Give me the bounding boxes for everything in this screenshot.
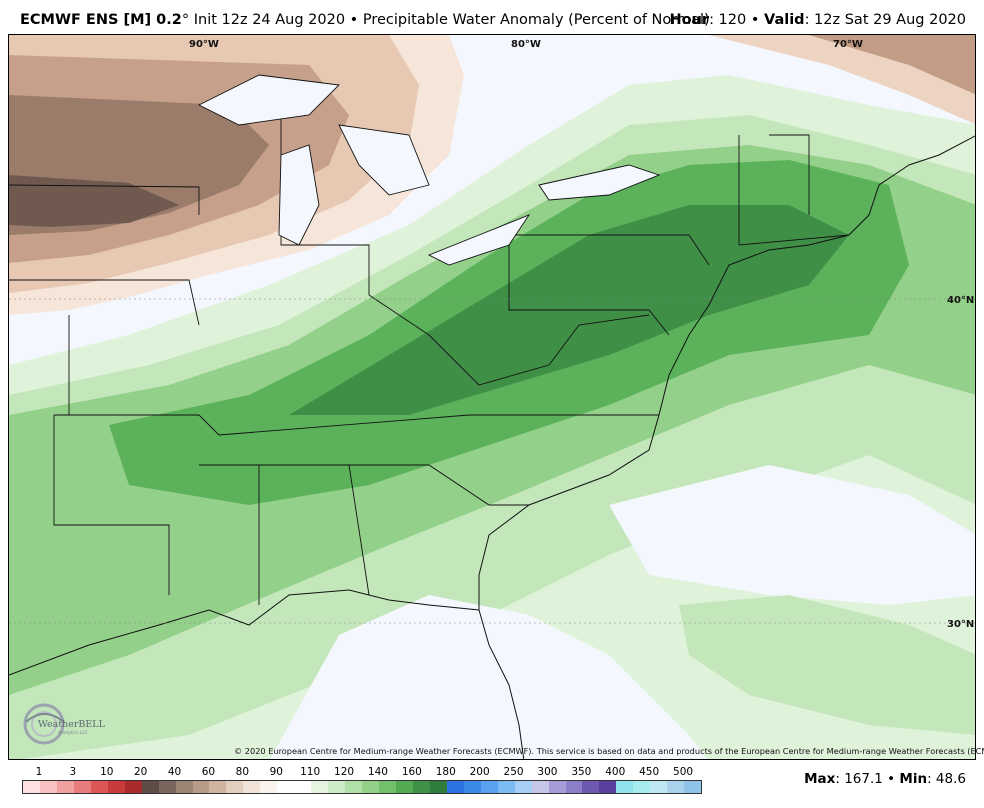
legend-swatch: [328, 781, 346, 793]
valid-value: : 12z Sat 29 Aug 2020: [804, 12, 966, 28]
neutral-offshore: [609, 465, 975, 605]
legend-colorbar: [22, 780, 702, 794]
legend-swatch: [124, 781, 142, 793]
legend-swatch: [650, 781, 668, 793]
legend-swatch: [23, 781, 40, 793]
legend-tick-label: 60: [201, 766, 216, 778]
legend-swatch: [497, 781, 515, 793]
legend-tick-label: 350: [571, 766, 592, 778]
longitude-label-70w: 70°W: [833, 39, 863, 50]
hour-label: Hour: [669, 12, 710, 28]
longitude-label-90w: 90°W: [189, 39, 219, 50]
weatherbell-logo: WeatherBELL Analytics LLC: [22, 700, 110, 746]
legend-tick-label: 40: [167, 766, 182, 778]
legend-tick-label: 200: [469, 766, 490, 778]
legend-tick-label: 180: [435, 766, 456, 778]
anomaly-map: [9, 35, 975, 759]
legend-swatch: [548, 781, 566, 793]
legend-swatch: [531, 781, 549, 793]
legend-swatch: [260, 781, 278, 793]
legend-swatch: [480, 781, 498, 793]
legend-tick-label: 300: [537, 766, 558, 778]
min-label: Min: [899, 771, 928, 787]
great-lakes: [197, 74, 661, 266]
map-panel: 90°W 80°W 70°W 40°N 30°N: [8, 34, 976, 760]
legend-swatch: [107, 781, 125, 793]
graticule: [9, 298, 975, 624]
legend-swatch: [277, 781, 295, 793]
hour-value: : 120 •: [709, 12, 765, 28]
legend-swatch: [379, 781, 396, 793]
legend-tick-label: 120: [334, 766, 355, 778]
legend-swatch: [192, 781, 210, 793]
color-legend: 1 3 10 20 40 60 80 90 110 120 140 160 180 200 250 300 35…: [22, 766, 702, 796]
legend-swatch: [616, 781, 634, 793]
legend-tick-label: 450: [639, 766, 660, 778]
legend-tick-label: 500: [673, 766, 694, 778]
max-label: Max: [804, 771, 836, 787]
max-min-readout: Max: 167.1 • Min: 48.6: [804, 771, 966, 787]
legend-swatch: [90, 781, 108, 793]
legend-swatch: [599, 781, 617, 793]
valid-time: Hour: 120 • Valid: 12z Sat 29 Aug 2020: [669, 12, 966, 28]
legend-swatch: [226, 781, 244, 793]
model-name: ECMWF ENS [M] 0.2: [20, 12, 182, 28]
legend-tick-label: 160: [401, 766, 422, 778]
legend-tick-label: 250: [503, 766, 524, 778]
init-description: Init 12z 24 Aug 2020 • Precipitable Wate…: [189, 12, 710, 28]
legend-tick-label: 10: [100, 766, 114, 778]
legend-swatch: [463, 781, 481, 793]
legend-swatch: [446, 781, 464, 793]
state-borders: [9, 115, 850, 605]
legend-swatch: [175, 781, 193, 793]
legend-tick-label: 20: [133, 766, 148, 778]
latitude-label-40n: 40°N: [947, 295, 975, 306]
moist-anomaly-offshore: [679, 595, 975, 735]
degree-symbol: °: [181, 12, 190, 28]
legend-swatch: [633, 781, 651, 793]
latitude-label-30n: 30°N: [947, 619, 975, 630]
logo-swirl-icon: WeatherBELL Analytics LLC: [23, 703, 106, 745]
legend-swatch: [667, 781, 685, 793]
legend-swatch: [158, 781, 176, 793]
legend-tick-label: 80: [235, 766, 250, 778]
legend-swatch: [56, 781, 74, 793]
legend-swatch: [141, 781, 159, 793]
max-value: : 167.1 •: [835, 771, 900, 787]
map-title: ECMWF ENS [M] 0.2° Init 12z 24 Aug 2020 …: [20, 12, 710, 28]
min-value: : 48.6: [927, 771, 966, 787]
legend-tick-label: 140: [367, 766, 388, 778]
legend-labels: 1 3 10 20 40 60 80 90 110 120 140 160 180 200 250 300 35…: [22, 766, 702, 780]
legend-swatch: [294, 781, 312, 793]
legend-swatch: [582, 781, 600, 793]
dry-anomaly-darkest: [9, 175, 179, 227]
legend-tick-label: 3: [69, 766, 77, 778]
legend-swatch: [73, 781, 91, 793]
legend-swatch: [412, 781, 430, 793]
dry-anomaly-northeast-core: [809, 35, 975, 95]
legend-swatch: [565, 781, 583, 793]
header: ECMWF ENS [M] 0.2° Init 12z 24 Aug 2020 …: [0, 0, 984, 34]
longitude-label-80w: 80°W: [511, 39, 541, 50]
legend-swatch: [684, 781, 702, 793]
legend-swatch: [39, 781, 57, 793]
legend-swatch: [243, 781, 261, 793]
legend-swatch: [209, 781, 227, 793]
logo-subtext: Analytics LLC: [58, 730, 88, 736]
legend-swatch: [362, 781, 380, 793]
legend-swatch: [514, 781, 532, 793]
legend-swatch: [311, 781, 329, 793]
legend-tick-label: 90: [269, 766, 283, 778]
legend-swatch: [429, 781, 447, 793]
copyright-notice: © 2020 European Centre for Medium-range …: [234, 746, 984, 756]
logo-wordmark: WeatherBELL: [38, 719, 106, 730]
legend-tick-label: 110: [300, 766, 321, 778]
legend-tick-label: 400: [605, 766, 626, 778]
legend-swatch: [345, 781, 363, 793]
legend-tick-label: 1: [35, 766, 43, 778]
legend-swatch: [395, 781, 413, 793]
valid-label: Valid: [764, 12, 805, 28]
neutral-gulf: [270, 595, 708, 759]
